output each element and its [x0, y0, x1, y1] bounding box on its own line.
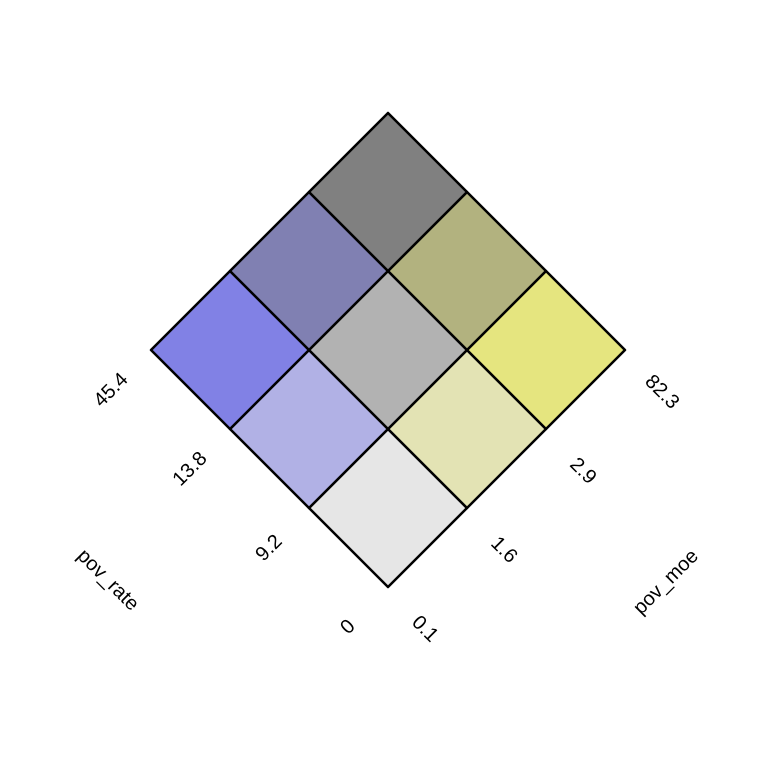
pov-rate-tick-1: 9.2 — [251, 530, 286, 565]
pov-moe-tick-0: 0.1 — [407, 611, 442, 646]
pov-rate-tick-0: 0 — [336, 615, 359, 638]
pov-moe-axis-label: pov_moe — [629, 545, 703, 619]
pov-moe-tick-1: 1.6 — [486, 532, 521, 567]
pov-rate-tick-2: 13.8 — [168, 447, 211, 490]
pov-rate-tick-3: 45.4 — [89, 368, 132, 411]
pov-moe-tick-2: 2.9 — [565, 453, 600, 488]
legend-cell-r2-c2 — [307, 111, 469, 273]
legend-cells — [149, 111, 627, 589]
pov-rate-axis-label: pov_rate — [73, 545, 144, 616]
pov-moe-tick-3: 82.3 — [640, 370, 683, 413]
